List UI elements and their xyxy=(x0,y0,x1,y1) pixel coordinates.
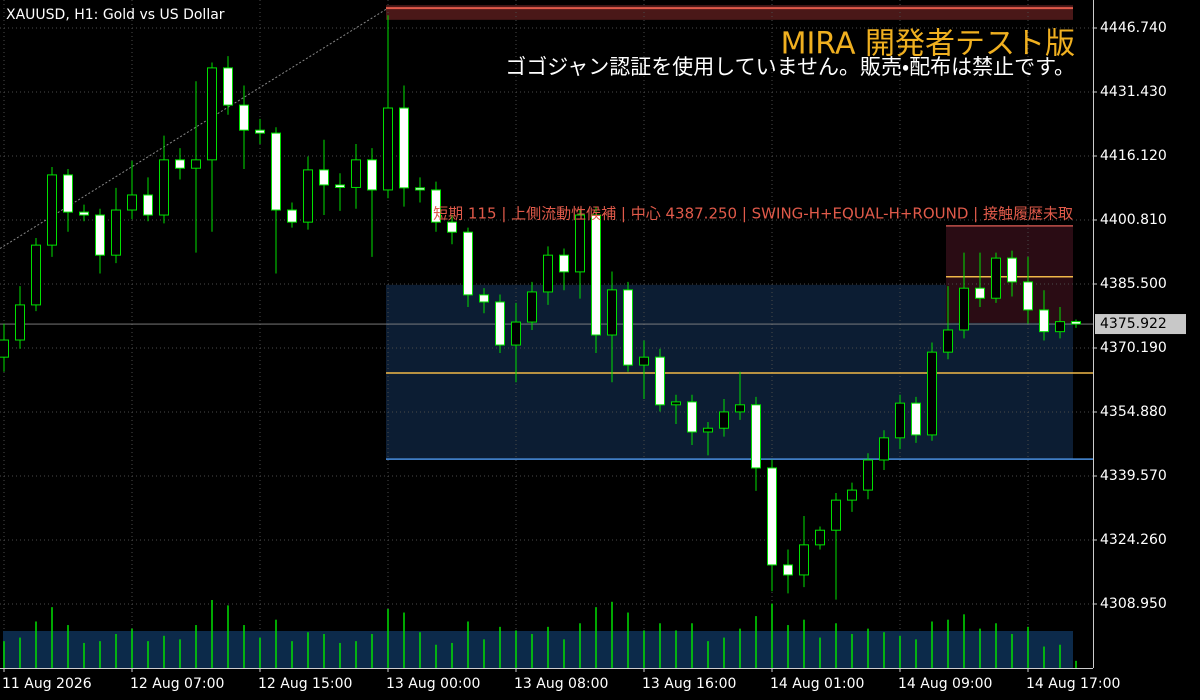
candle-body xyxy=(751,404,761,469)
x-tick-label: 14 Aug 01:00 xyxy=(770,676,864,692)
candle-body xyxy=(15,304,25,341)
candle-body xyxy=(351,159,361,188)
y-tick-label: 4431.430 xyxy=(1100,84,1167,100)
candle-body xyxy=(687,401,697,433)
candle-body xyxy=(463,231,473,296)
candle-body xyxy=(95,214,105,256)
candle-body xyxy=(47,174,57,246)
candle-body xyxy=(975,287,985,299)
candle-body xyxy=(639,356,649,366)
candle-body xyxy=(831,499,841,531)
candle-body xyxy=(767,467,777,566)
candle-body xyxy=(479,294,489,303)
candle-body xyxy=(63,174,73,213)
x-tick-label: 13 Aug 16:00 xyxy=(642,676,736,692)
candle-body xyxy=(527,291,537,323)
candle-body xyxy=(799,544,809,576)
candle-body xyxy=(623,289,633,366)
candle-body xyxy=(207,67,217,161)
watermark: MIRA 開発者テスト版 xyxy=(781,27,1075,62)
y-tick-label: 4324.260 xyxy=(1100,532,1167,548)
last-price-tag xyxy=(1095,314,1186,335)
y-tick-label: 4308.950 xyxy=(1100,596,1167,612)
candle-body xyxy=(815,529,825,546)
candle-body xyxy=(127,194,137,211)
candle-body xyxy=(943,329,953,353)
candle-body xyxy=(911,402,921,436)
candle-body xyxy=(1039,309,1049,333)
last-price-label: 4375.922 xyxy=(1100,316,1167,332)
candle-body xyxy=(303,169,313,223)
x-tick-label: 12 Aug 15:00 xyxy=(258,676,352,692)
y-tick-label: 4385.500 xyxy=(1100,276,1167,292)
candle-body xyxy=(719,411,729,429)
candle-body xyxy=(319,169,329,186)
y-tick-label: 4354.880 xyxy=(1100,404,1167,420)
candle-body xyxy=(271,132,281,211)
candle-body xyxy=(191,159,201,169)
candle-body xyxy=(111,209,121,256)
candle-body xyxy=(159,159,169,216)
y-tick-label: 4339.570 xyxy=(1100,468,1167,484)
y-tick-label: 4370.190 xyxy=(1100,340,1167,356)
candle-body xyxy=(383,107,393,191)
candle-body xyxy=(847,489,857,501)
candle-body xyxy=(415,187,425,191)
notice: ゴゴジャン認証を使用していません。販売・配布は禁止です。 xyxy=(505,55,1075,79)
y-tick-label: 4446.740 xyxy=(1100,20,1167,36)
candle-body xyxy=(367,159,377,191)
candle-body xyxy=(239,104,249,131)
x-tick-label: 14 Aug 09:00 xyxy=(898,676,992,692)
candle-body xyxy=(335,184,345,188)
x-tick-label: 11 Aug 2026 xyxy=(2,676,92,692)
candle-body xyxy=(511,321,521,346)
candle-body xyxy=(399,107,409,189)
candle-body xyxy=(591,214,601,336)
chart-title: XAUUSD, H1: Gold vs US Dollar xyxy=(6,7,225,23)
candle-body xyxy=(79,211,89,216)
candle-body xyxy=(863,459,873,491)
candle-body xyxy=(287,209,297,223)
candle-body xyxy=(543,254,553,293)
candle-body xyxy=(879,437,889,461)
candle-body xyxy=(1023,281,1033,311)
candle-body xyxy=(1055,321,1065,333)
candle-body xyxy=(0,339,9,358)
candle-body xyxy=(31,244,41,306)
candle-body xyxy=(495,301,505,346)
candle-body xyxy=(959,287,969,331)
candle-body xyxy=(655,356,665,406)
candle-body xyxy=(783,564,793,576)
candle-body xyxy=(1007,257,1017,283)
y-tick-label: 4400.810 xyxy=(1100,212,1167,228)
candle-body xyxy=(255,129,265,134)
candle-body xyxy=(703,427,713,433)
x-tick-label: 13 Aug 08:00 xyxy=(514,676,608,692)
x-tick-label: 13 Aug 00:00 xyxy=(386,676,480,692)
candle-body xyxy=(927,351,937,436)
candle-body xyxy=(223,67,233,106)
candle-body xyxy=(895,402,905,439)
x-tick-label: 14 Aug 17:00 xyxy=(1026,676,1120,692)
candle-body xyxy=(575,214,585,273)
candle-body xyxy=(735,404,745,413)
candle-body xyxy=(143,194,153,216)
candle-body xyxy=(1071,321,1081,325)
x-tick-label: 12 Aug 07:00 xyxy=(130,676,224,692)
candle-body xyxy=(175,159,185,169)
candle-body xyxy=(671,401,681,406)
candle-body xyxy=(991,257,1001,299)
candle-body xyxy=(607,289,617,336)
candle-body xyxy=(447,221,457,233)
zone-label: 短期 115 | 上側流動性候補 | 中心 4387.250 | SWING-H… xyxy=(433,205,1073,223)
y-tick-label: 4416.120 xyxy=(1100,148,1167,164)
volume-band xyxy=(3,631,1073,668)
candle-body xyxy=(431,189,441,223)
candle-body xyxy=(559,254,569,273)
